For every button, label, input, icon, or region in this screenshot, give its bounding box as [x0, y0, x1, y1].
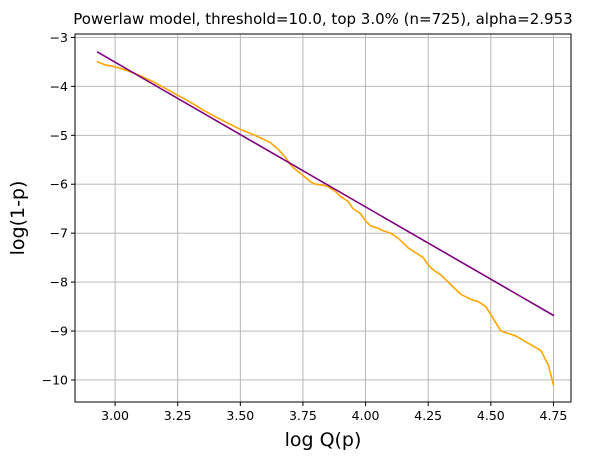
x-axis-label: log Q(p) — [285, 429, 362, 451]
y-tick-label: −9 — [50, 324, 68, 339]
x-tick-label: 3.00 — [101, 408, 129, 423]
fitted-series-line — [96, 51, 555, 317]
grid — [75, 34, 571, 402]
x-axis-ticks: 3.00 3.25 3.50 3.75 4.00 4.25 4.50 4.75 — [101, 402, 567, 423]
y-tick-label: −6 — [50, 177, 68, 192]
x-tick-label: 4.75 — [540, 408, 568, 423]
x-tick-label: 3.25 — [164, 408, 192, 423]
y-tick-label: −10 — [42, 372, 68, 387]
y-tick-label: −8 — [50, 275, 68, 290]
x-tick-label: 3.75 — [289, 408, 317, 423]
x-tick-label: 4.00 — [352, 408, 380, 423]
chart-title: Powerlaw model, threshold=10.0, top 3.0%… — [73, 10, 572, 28]
plot-series — [96, 51, 555, 386]
y-tick-label: −3 — [50, 30, 68, 45]
y-axis-label: log(1-p) — [7, 181, 29, 256]
y-tick-label: −4 — [50, 79, 68, 94]
y-axis-ticks: −3 −4 −5 −6 −7 −8 −9 −10 — [42, 30, 75, 387]
plot-frame — [74, 33, 572, 403]
empirical-series-line — [96, 61, 555, 386]
y-tick-label: −7 — [50, 226, 68, 241]
x-tick-label: 4.50 — [477, 408, 505, 423]
y-tick-label: −5 — [50, 128, 68, 143]
x-tick-label: 4.25 — [414, 408, 442, 423]
x-tick-label: 3.50 — [226, 408, 254, 423]
